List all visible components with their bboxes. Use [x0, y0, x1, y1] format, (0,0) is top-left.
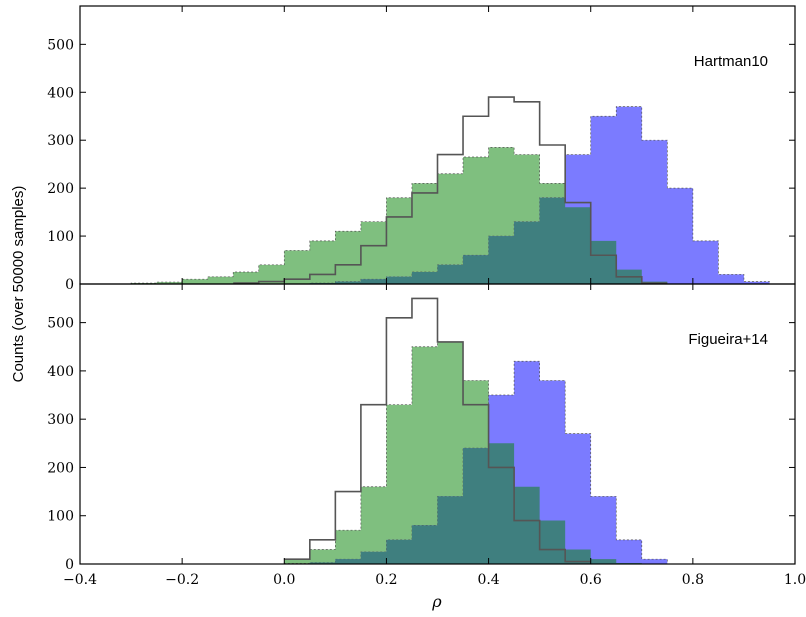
x-tick-label-5: 0.6: [580, 572, 602, 588]
y-tick-label-1-4: 400: [47, 364, 74, 380]
x-tick-label-4: 0.4: [477, 572, 499, 588]
y-tick-label-0-1: 100: [47, 229, 74, 245]
x-tick-label-7: 1.0: [784, 572, 806, 588]
y-tick-label-1-1: 100: [47, 509, 74, 525]
y-axis-title: Counts (over 50000 samples): [10, 186, 27, 383]
y-tick-label-0-4: 400: [47, 85, 74, 101]
x-tick-label-1: −0.2: [165, 572, 199, 588]
y-tick-label-1-2: 200: [47, 460, 74, 476]
y-tick-label-1-3: 300: [47, 412, 74, 428]
panel-bottom: 0 100 200 300 400 500 Figueira+14: [47, 283, 796, 573]
series-layer-bottom: [283, 297, 668, 564]
x-tick-label-2: 0.0: [273, 572, 295, 588]
series-layer-top: [130, 96, 770, 284]
tick-layer-bottom: 0 100 200 300 400 500: [47, 284, 796, 573]
y-tick-label-0-2: 200: [47, 181, 74, 197]
hist-overlap-1: [284, 443, 642, 564]
hist-outline-0-2: [233, 96, 668, 284]
x-axis-title: ρ: [431, 592, 442, 611]
y-tick-label-0-5: 500: [47, 37, 74, 53]
y-tick-label-0-0: 0: [65, 277, 74, 293]
y-tick-label-0-3: 300: [47, 133, 74, 149]
hist-outline-1-2: [284, 297, 591, 563]
tick-layer-top: 0 100 200 300 400 500: [47, 6, 796, 293]
panel-top: 0 100 200 300 400 500 Hartman10: [47, 5, 796, 293]
panel-bottom-frame: [79, 283, 796, 565]
x-axis: −0.4 −0.2 0.0 0.2 0.4 0.6 0.8 1.0: [63, 572, 806, 588]
x-tick-label-0: −0.4: [63, 572, 97, 588]
y-tick-label-1-0: 0: [65, 557, 74, 573]
y-tick-label-1-5: 500: [47, 316, 74, 332]
panel-label-bottom: Figueira+14: [688, 331, 768, 348]
x-tick-label-6: 0.8: [682, 572, 704, 588]
panel-label-top: Hartman10: [694, 53, 768, 70]
hist-overlap-0: [284, 197, 668, 284]
x-tick-label-3: 0.2: [375, 572, 397, 588]
